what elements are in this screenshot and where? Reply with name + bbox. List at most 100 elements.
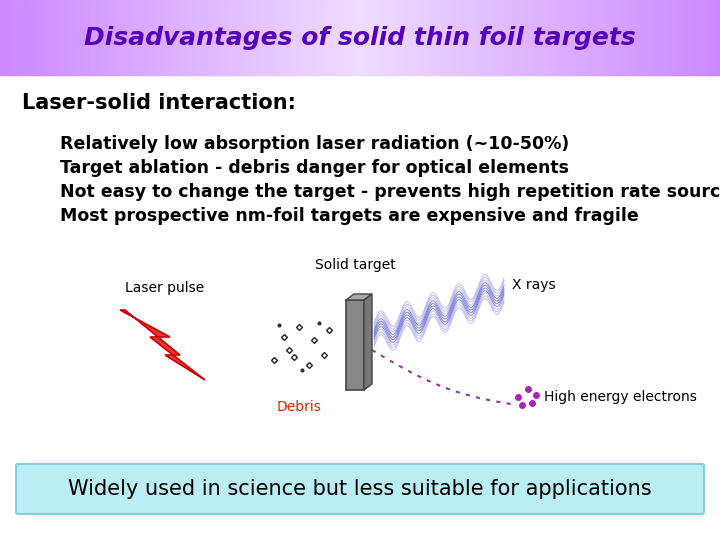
Bar <box>470 0 474 75</box>
Bar <box>590 0 594 75</box>
Bar <box>362 0 366 75</box>
Bar <box>468 0 472 75</box>
Bar <box>84 0 87 75</box>
Bar <box>254 0 258 75</box>
Bar <box>202 0 205 75</box>
Bar <box>288 0 292 75</box>
Bar <box>369 0 373 75</box>
Bar <box>521 0 524 75</box>
Bar <box>189 0 193 75</box>
Bar <box>63 0 66 75</box>
Bar <box>477 0 481 75</box>
Polygon shape <box>364 294 372 390</box>
Text: Solid target: Solid target <box>315 258 395 272</box>
Bar <box>120 0 123 75</box>
Bar <box>281 0 284 75</box>
Bar <box>326 0 330 75</box>
Bar <box>283 0 287 75</box>
Bar <box>621 0 625 75</box>
Bar <box>439 0 443 75</box>
Bar <box>629 0 632 75</box>
Bar <box>384 0 387 75</box>
Bar <box>619 0 623 75</box>
Bar <box>626 0 630 75</box>
Bar <box>264 0 267 75</box>
Bar <box>58 0 61 75</box>
Bar <box>235 0 238 75</box>
Bar <box>377 0 380 75</box>
Bar <box>338 0 342 75</box>
FancyBboxPatch shape <box>16 464 704 514</box>
Bar <box>425 0 428 75</box>
Bar <box>110 0 114 75</box>
Bar <box>549 0 553 75</box>
Bar <box>297 0 301 75</box>
Bar <box>513 0 517 75</box>
Bar <box>526 0 529 75</box>
Bar <box>461 0 464 75</box>
Bar <box>103 0 107 75</box>
Bar <box>605 0 608 75</box>
Bar <box>523 0 526 75</box>
Bar <box>427 0 431 75</box>
Bar <box>698 0 702 75</box>
Bar <box>149 0 152 75</box>
Bar <box>497 0 500 75</box>
Bar <box>475 0 479 75</box>
Bar <box>528 0 531 75</box>
Text: Widely used in science but less suitable for applications: Widely used in science but less suitable… <box>68 479 652 499</box>
Bar <box>312 0 315 75</box>
Bar <box>403 0 407 75</box>
Bar <box>14 0 18 75</box>
Bar <box>185 0 188 75</box>
Bar <box>77 0 80 75</box>
Bar <box>706 0 709 75</box>
Bar <box>113 0 116 75</box>
Bar <box>137 0 140 75</box>
Bar <box>199 0 202 75</box>
Bar <box>324 0 328 75</box>
Bar <box>490 0 493 75</box>
Bar <box>379 0 382 75</box>
Bar <box>122 0 126 75</box>
Bar <box>276 0 279 75</box>
Bar <box>106 0 109 75</box>
Bar <box>117 0 121 75</box>
Bar <box>547 0 551 75</box>
Bar <box>171 0 174 75</box>
Bar <box>108 0 112 75</box>
Bar <box>243 0 246 75</box>
Bar <box>389 0 392 75</box>
Bar <box>358 0 361 75</box>
Bar <box>99 0 102 75</box>
Bar <box>173 0 176 75</box>
Bar <box>696 0 699 75</box>
Bar <box>94 0 97 75</box>
Bar <box>394 0 397 75</box>
Bar <box>401 0 404 75</box>
Bar <box>405 0 409 75</box>
Bar <box>600 0 603 75</box>
Bar <box>225 0 229 75</box>
Bar <box>410 0 414 75</box>
Bar <box>545 0 548 75</box>
Bar <box>360 0 364 75</box>
Bar <box>192 0 195 75</box>
Bar <box>146 0 150 75</box>
Bar <box>204 0 207 75</box>
Bar <box>293 0 296 75</box>
Bar <box>290 0 294 75</box>
Bar <box>250 0 253 75</box>
Bar <box>266 0 270 75</box>
Bar <box>554 0 558 75</box>
Polygon shape <box>346 294 372 300</box>
Bar <box>216 0 220 75</box>
Bar <box>686 0 690 75</box>
Bar <box>48 0 51 75</box>
Bar <box>398 0 402 75</box>
Bar <box>430 0 433 75</box>
Text: X rays: X rays <box>512 278 556 292</box>
Bar <box>593 0 596 75</box>
Bar <box>295 0 299 75</box>
Bar <box>535 0 539 75</box>
